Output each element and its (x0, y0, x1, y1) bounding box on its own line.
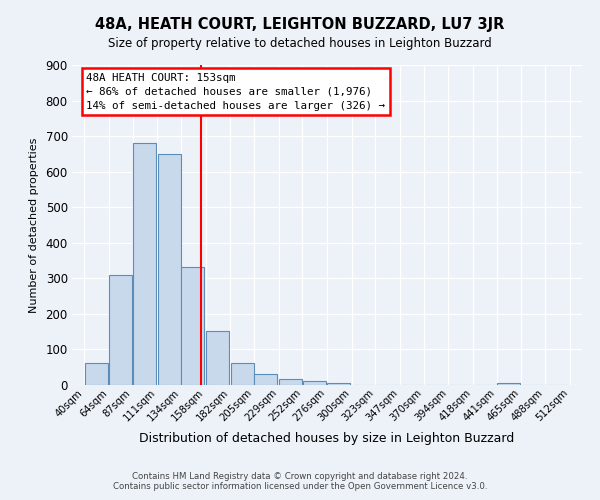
Bar (109, 275, 132, 385)
Text: 48A HEATH COURT: 153sqm
← 86% of detached houses are smaller (1,976)
14% of semi: 48A HEATH COURT: 153sqm ← 86% of detache… (86, 73, 385, 111)
Bar (328, 382, 350, 385)
Bar (206, 330, 229, 385)
Text: 48A, HEATH COURT, LEIGHTON BUZZARD, LU7 3JR: 48A, HEATH COURT, LEIGHTON BUZZARD, LU7 … (95, 18, 505, 32)
Bar (279, 379, 302, 385)
Text: Size of property relative to detached houses in Leighton Buzzard: Size of property relative to detached ho… (108, 38, 492, 51)
Bar (85, 362, 107, 385)
X-axis label: Distribution of detached houses by size in Leighton Buzzard: Distribution of detached houses by size … (139, 432, 515, 444)
Bar (231, 362, 254, 385)
Y-axis label: Number of detached properties: Number of detached properties (29, 138, 38, 312)
Bar (254, 374, 277, 385)
Bar (303, 382, 326, 385)
Bar (497, 382, 520, 385)
Text: Contains public sector information licensed under the Open Government Licence v3: Contains public sector information licen… (113, 482, 487, 491)
Bar (158, 154, 181, 385)
Bar (181, 266, 204, 385)
Bar (133, 142, 156, 385)
Text: Contains HM Land Registry data © Crown copyright and database right 2024.: Contains HM Land Registry data © Crown c… (132, 472, 468, 481)
